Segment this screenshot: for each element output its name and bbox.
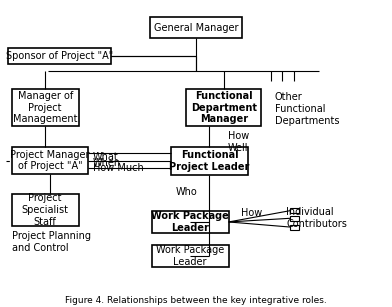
Text: General Manager: General Manager	[154, 23, 238, 33]
Text: How Much: How Much	[93, 163, 144, 173]
Text: When: When	[93, 158, 121, 168]
Text: Manager of
Project
Management: Manager of Project Management	[13, 91, 78, 124]
Text: Project
Specialist
Staff: Project Specialist Staff	[22, 193, 69, 227]
FancyBboxPatch shape	[290, 216, 299, 221]
Text: Sponsor of Project "A": Sponsor of Project "A"	[6, 51, 113, 61]
Text: Work Package
Leader: Work Package Leader	[151, 211, 229, 233]
Text: What: What	[93, 152, 119, 162]
Text: Figure 4. Relationships between the key integrative roles.: Figure 4. Relationships between the key …	[65, 297, 327, 305]
FancyBboxPatch shape	[8, 48, 111, 64]
Text: Individual
Contributors: Individual Contributors	[286, 207, 347, 228]
FancyBboxPatch shape	[290, 224, 299, 230]
Text: Project Planning
and Control: Project Planning and Control	[13, 231, 91, 253]
FancyBboxPatch shape	[186, 89, 261, 126]
FancyBboxPatch shape	[152, 245, 229, 267]
Text: Functional
Project Leader: Functional Project Leader	[169, 150, 250, 172]
Text: How: How	[241, 208, 263, 219]
FancyBboxPatch shape	[12, 194, 79, 226]
FancyBboxPatch shape	[152, 211, 229, 233]
Text: How
Well: How Well	[227, 131, 249, 153]
Text: Work Package
Leader: Work Package Leader	[156, 245, 224, 267]
Text: Project Manager
of Project "A": Project Manager of Project "A"	[10, 150, 90, 171]
Text: Functional
Department
Manager: Functional Department Manager	[191, 91, 257, 124]
FancyBboxPatch shape	[290, 208, 299, 213]
FancyBboxPatch shape	[171, 147, 248, 175]
Text: Who: Who	[176, 187, 198, 197]
Text: Other
Functional
Departments: Other Functional Departments	[275, 92, 339, 126]
FancyBboxPatch shape	[12, 89, 79, 126]
FancyBboxPatch shape	[12, 147, 89, 174]
FancyBboxPatch shape	[150, 17, 242, 38]
